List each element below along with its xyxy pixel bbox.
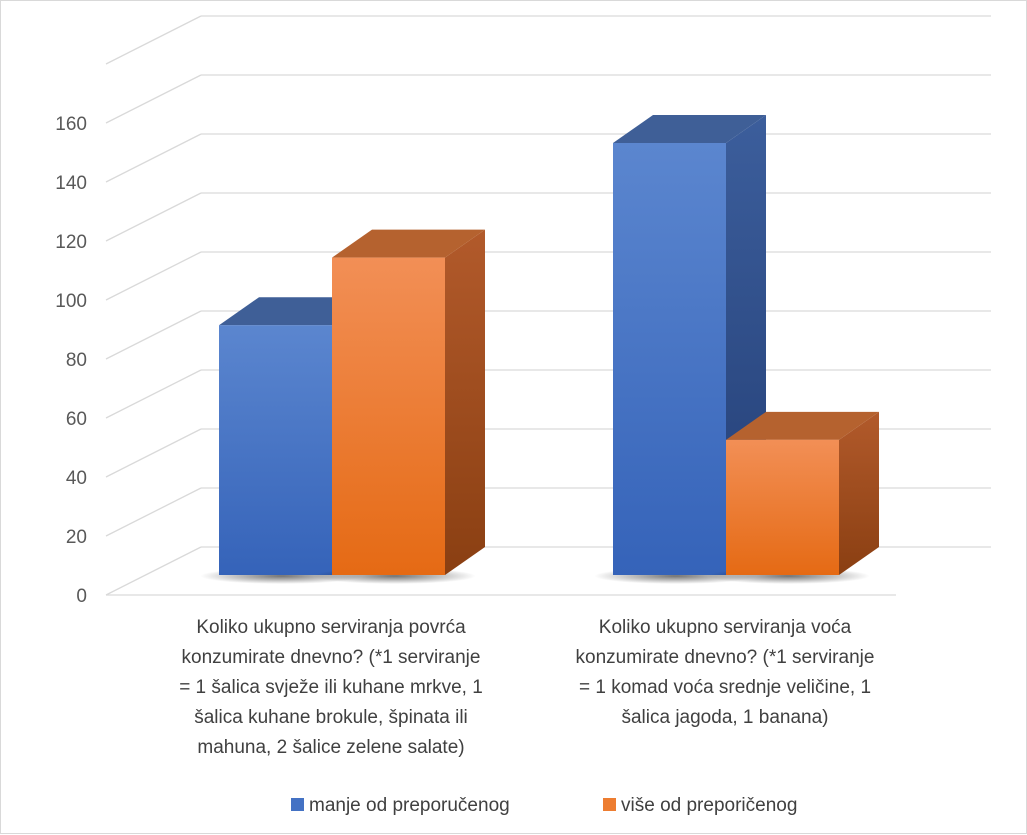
legend-swatch-1 bbox=[603, 798, 616, 811]
y-tick-label: 80 bbox=[66, 350, 87, 371]
bar-top-0-1 bbox=[613, 115, 766, 143]
y-tick-label: 120 bbox=[55, 232, 87, 253]
gridline-diagonal bbox=[105, 369, 202, 419]
y-tick-label: 140 bbox=[55, 173, 87, 194]
legend-label-0: manje od preporučenog bbox=[309, 795, 510, 816]
bar-blue-1 bbox=[613, 143, 726, 575]
legend-swatch-0 bbox=[291, 798, 304, 811]
gridline-diagonal bbox=[105, 487, 202, 537]
y-tick-label: 60 bbox=[66, 409, 87, 430]
bar-top-1-0 bbox=[332, 229, 485, 258]
gridline-diagonal bbox=[105, 192, 202, 242]
y-tick-label: 20 bbox=[66, 527, 87, 548]
bar-orange-1 bbox=[726, 439, 839, 575]
y-tick-label: 40 bbox=[66, 468, 87, 489]
gridline-diagonal bbox=[105, 15, 202, 65]
gridline-diagonal bbox=[105, 310, 202, 360]
y-tick-label: 0 bbox=[76, 586, 87, 607]
gridline-diagonal bbox=[105, 251, 202, 301]
gridline-diagonal bbox=[105, 133, 202, 183]
y-tick-label: 160 bbox=[55, 114, 87, 135]
bar-top-1-1 bbox=[726, 411, 879, 440]
category-label-1: Koliko ukupno serviranja voća konzumirate… bbox=[576, 617, 875, 728]
bar-orange-0 bbox=[332, 257, 445, 575]
bar-side-1-1 bbox=[839, 411, 879, 575]
legend-label-1: više od preporičenog bbox=[621, 795, 797, 816]
category-label-0: Koliko ukupno serviranja povrća konzumira… bbox=[179, 617, 483, 758]
gridline-diagonal bbox=[105, 74, 202, 124]
gridline-diagonal bbox=[105, 546, 202, 596]
bar-side-1-0 bbox=[445, 229, 485, 575]
y-tick-label: 100 bbox=[55, 291, 87, 312]
gridline-diagonal bbox=[105, 428, 202, 478]
bar-blue-0 bbox=[219, 325, 332, 575]
